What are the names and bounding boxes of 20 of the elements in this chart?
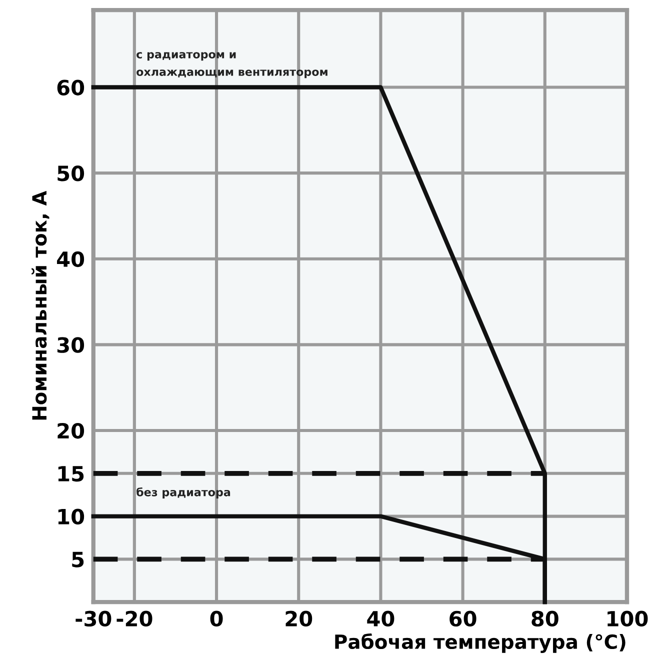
y-axis-title: Номинальный ток, А (32, 190, 50, 420)
y-tick-label: 5 (72, 552, 84, 568)
x-axis-title: Рабочая температура (°C) (335, 633, 626, 653)
y-tick-label: 10 (58, 508, 84, 525)
y-tick-label: 20 (58, 422, 84, 439)
x-tick-label: -30 (76, 610, 112, 627)
x-tick-label: -20 (116, 610, 152, 627)
y-tick-label: 30 (57, 337, 84, 353)
x-tick-label: 60 (450, 610, 476, 627)
x-tick-label: 100 (608, 610, 648, 627)
y-tick-label: 50 (58, 166, 84, 182)
x-tick-label: 40 (367, 610, 394, 627)
x-tick-label: 0 (210, 610, 223, 627)
annotation: без радиатора (136, 487, 230, 498)
y-tick-label: 15 (58, 466, 84, 482)
y-tick-label: 40 (56, 251, 84, 268)
x-tick-label: 80 (532, 610, 558, 627)
x-tick-label: 20 (286, 610, 312, 627)
y-tick-label: 60 (57, 80, 84, 96)
annotation: с радиатором и охлаждающим вентилятором (136, 52, 328, 78)
